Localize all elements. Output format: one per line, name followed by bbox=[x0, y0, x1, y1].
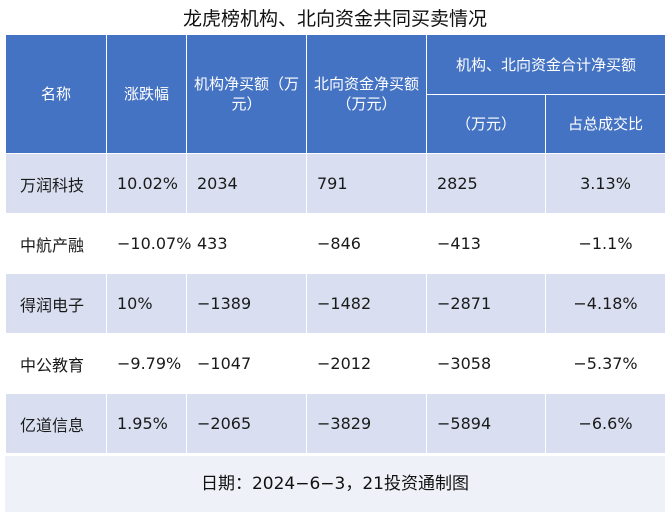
header-combined-amount: （万元） bbox=[426, 94, 546, 154]
cell-north: −1482 bbox=[306, 273, 427, 334]
cell-name: 得润电子 bbox=[5, 273, 107, 334]
cell-inst: −1047 bbox=[186, 333, 307, 394]
cell-name: 中公教育 bbox=[5, 333, 107, 394]
cell-change: 10.02% bbox=[106, 153, 187, 214]
cell-total: −3058 bbox=[426, 333, 546, 394]
table-row: 万润科技 10.02% 2034 791 2825 3.13% bbox=[5, 153, 667, 214]
footer-caption: 日期：2024−6−3，21投资通制图 bbox=[5, 456, 665, 512]
table-row: 得润电子 10% −1389 −1482 −2871 −4.18% bbox=[5, 273, 667, 334]
header-combined-group: 机构、北向资金合计净买额 bbox=[425, 34, 667, 95]
cell-total: 2825 bbox=[426, 153, 546, 214]
table-row: 亿道信息 1.95% −2065 −3829 −5894 −6.6% bbox=[5, 393, 667, 454]
cell-change: −9.79% bbox=[106, 333, 187, 394]
cell-name: 万润科技 bbox=[5, 153, 107, 214]
cell-share: −4.18% bbox=[544, 273, 667, 334]
table-row: 中航产融 −10.07% 433 −846 −413 −1.1% bbox=[5, 213, 667, 274]
cell-change: 1.95% bbox=[106, 393, 187, 454]
cell-north: 791 bbox=[306, 153, 427, 214]
cell-north: −3829 bbox=[306, 393, 427, 454]
cell-share: 3.13% bbox=[544, 153, 667, 214]
cell-inst: −1389 bbox=[186, 273, 307, 334]
data-table: 名称 涨跌幅 机构净买额（万元） 北向资金净买额（万元） 机构、北向资金合计净买… bbox=[5, 34, 667, 454]
cell-total: −2871 bbox=[426, 273, 546, 334]
cell-inst: 2034 bbox=[186, 153, 307, 214]
cell-name: 中航产融 bbox=[5, 213, 107, 274]
cell-total: −413 bbox=[426, 213, 546, 274]
cell-north: −846 bbox=[306, 213, 427, 274]
header-name: 名称 bbox=[5, 34, 107, 154]
cell-total: −5894 bbox=[426, 393, 546, 454]
table-row: 中公教育 −9.79% −1047 −2012 −3058 −5.37% bbox=[5, 333, 667, 394]
header-inst: 机构净买额（万元） bbox=[186, 34, 307, 154]
cell-inst: 433 bbox=[186, 213, 307, 274]
header-share: 占总成交比 bbox=[544, 94, 667, 154]
header-change: 涨跌幅 bbox=[106, 34, 187, 154]
cell-inst: −2065 bbox=[186, 393, 307, 454]
cell-share: −5.37% bbox=[544, 333, 667, 394]
cell-share: −1.1% bbox=[544, 213, 667, 274]
table-header: 名称 涨跌幅 机构净买额（万元） 北向资金净买额（万元） 机构、北向资金合计净买… bbox=[5, 34, 667, 154]
cell-change: −10.07% bbox=[106, 213, 191, 274]
cell-share: −6.6% bbox=[544, 393, 667, 454]
cell-name: 亿道信息 bbox=[5, 393, 107, 454]
header-north: 北向资金净买额（万元） bbox=[306, 34, 427, 154]
cell-north: −2012 bbox=[306, 333, 427, 394]
cell-change: 10% bbox=[106, 273, 187, 334]
page-title: 龙虎榜机构、北向资金共同买卖情况 bbox=[182, 8, 487, 30]
